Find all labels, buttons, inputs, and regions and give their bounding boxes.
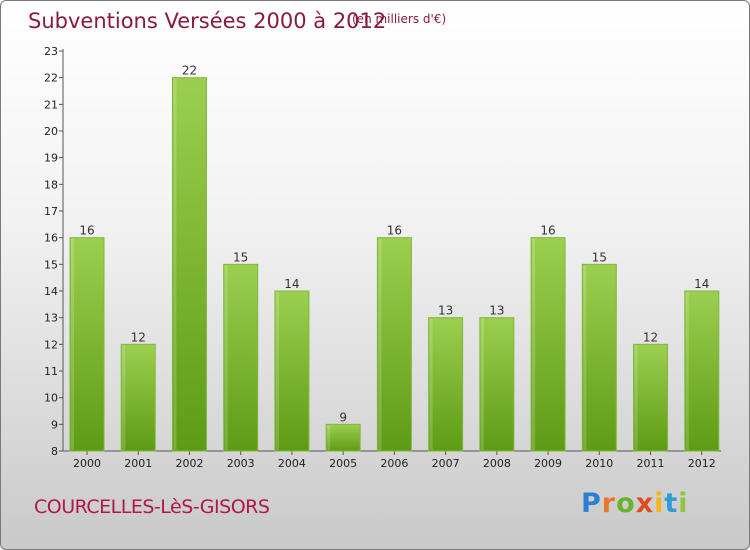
bar [223,263,259,452]
proxiti-logo: Proxiti [581,488,689,519]
bar-highlight [583,265,587,450]
x-tick-label: 2010 [585,457,613,470]
y-tick-label: 19 [44,152,58,165]
logo-letter: t [664,488,679,519]
bar-highlight [532,238,536,450]
bar-highlight [71,238,74,450]
bar [69,237,105,452]
data-label: 13 [489,304,504,318]
bar-highlight [634,345,638,450]
bar-highlight [480,318,484,450]
data-label: 22 [182,64,197,78]
data-label: 13 [438,304,453,318]
x-tick-label: 2001 [124,457,152,470]
bar [581,263,617,452]
bar [479,317,515,452]
logo-letter: x [635,488,655,519]
bar-highlight [275,292,279,450]
logo-letter: r [601,488,617,519]
y-tick-label: 18 [44,178,58,191]
bar [428,317,464,452]
y-tick-label: 14 [44,285,58,298]
y-tick-label: 12 [44,338,58,351]
bar [274,290,310,452]
y-tick-label: 16 [44,232,58,245]
bar-highlight [378,238,382,450]
data-label: 12 [131,330,146,344]
chart-title: Subventions Versées 2000 à 2012 [28,9,387,33]
bar-highlight [173,78,177,451]
data-label: 14 [694,277,709,291]
bars [69,77,720,452]
y-tick-label: 21 [44,98,58,111]
y-tick-label: 15 [44,258,58,271]
data-label: 15 [233,250,248,264]
data-label: 9 [339,410,347,424]
bar [171,77,207,452]
logo-letter: o [616,488,636,519]
chart-subtitle: (en milliers d'€) [352,12,447,26]
logo-letter: i [654,488,665,519]
y-tick-label: 17 [44,205,58,218]
x-tick-label: 2006 [380,457,408,470]
y-tick-label: 9 [51,418,58,431]
bar [325,423,361,452]
y-tick-label: 10 [44,392,58,405]
bar-highlight [429,318,433,450]
data-label: 16 [540,224,555,238]
x-tick-label: 2002 [175,457,203,470]
bar-highlight [122,345,126,450]
bar [684,290,720,452]
x-tick-label: 2012 [688,457,716,470]
x-tick-label: 2011 [637,457,665,470]
y-tick-label: 23 [44,45,58,58]
y-tick-label: 13 [44,312,58,325]
x-tick-label: 2009 [534,457,562,470]
data-label: 14 [284,277,299,291]
commune-name: COURCELLES-LèS-GISORS [34,496,270,518]
data-label: 12 [643,330,658,344]
data-label: 15 [592,250,607,264]
axes: 8 9 10 11 12 13 14 15 16 17 18 19 20 21 22 23 2000 2001 20… [44,45,721,470]
x-tick-label: 2008 [483,457,511,470]
bar-highlight [685,292,689,450]
logo-letter: i [678,488,689,519]
data-label: 16 [79,224,94,238]
bar [633,343,669,452]
y-tick-label: 20 [44,125,58,138]
x-tick-label: 2005 [329,457,357,470]
y-tick-label: 11 [44,365,58,378]
y-tick-label: 22 [44,72,58,85]
x-tick-label: 2004 [278,457,306,470]
bar-highlight [224,265,228,450]
data-labels: 16 12 22 15 14 9 16 13 13 16 15 12 14 [79,64,709,425]
x-tick-label: 2000 [73,457,101,470]
x-tick-label: 2003 [227,457,255,470]
x-tick-label: 2007 [432,457,460,470]
data-label: 16 [387,224,402,238]
bar [120,343,156,452]
bar-highlight [327,425,331,450]
bar [376,237,412,452]
logo-letter: P [581,488,602,519]
y-tick-label: 8 [51,445,58,458]
bar [530,237,566,452]
